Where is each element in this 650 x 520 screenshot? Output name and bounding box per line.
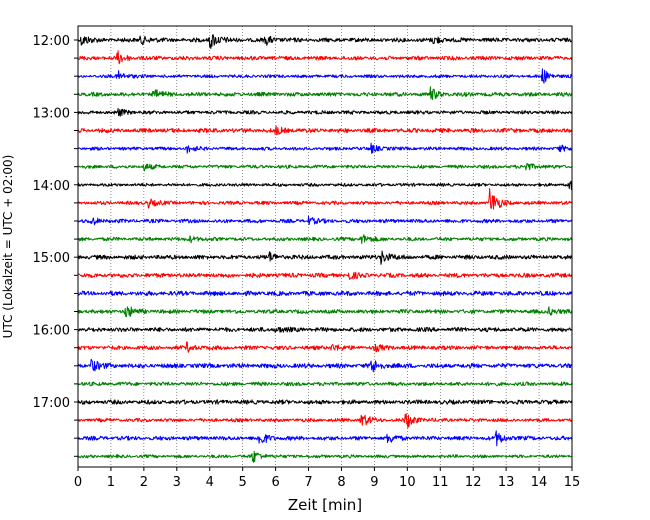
x-tick-label: 9 bbox=[370, 475, 378, 490]
trace-1430 bbox=[77, 215, 573, 226]
x-tick-label: 13 bbox=[498, 475, 515, 490]
x-tick-label: 10 bbox=[399, 475, 416, 490]
y-tick-label: 13:00 bbox=[33, 106, 70, 121]
trace-1445 bbox=[77, 234, 573, 245]
trace-1515 bbox=[77, 271, 573, 280]
trace-1500 bbox=[77, 250, 573, 265]
trace-1700 bbox=[77, 399, 573, 405]
y-tick-label: 14:00 bbox=[33, 179, 70, 194]
grid-lines bbox=[110, 26, 540, 467]
x-axis-ticks: 0 1 2 3 4 5 6 7 8 9 10 11 12 13 14 15 bbox=[74, 467, 580, 490]
trace-1600 bbox=[77, 326, 573, 333]
trace-1345 bbox=[77, 162, 573, 172]
x-tick-label: 6 bbox=[271, 475, 279, 490]
y-axis-ticks: 12:00 13:00 14:00 15:00 16:00 17:00 bbox=[33, 34, 78, 457]
x-tick-label: 15 bbox=[564, 475, 581, 490]
x-tick-label: 0 bbox=[74, 475, 82, 490]
trace-1245 bbox=[77, 86, 573, 101]
trace-1645 bbox=[77, 381, 573, 387]
x-tick-label: 3 bbox=[173, 475, 181, 490]
y-tick-label: 15:00 bbox=[33, 251, 70, 266]
trace-1330 bbox=[77, 142, 573, 154]
x-tick-label: 12 bbox=[465, 475, 482, 490]
trace-1715 bbox=[77, 413, 573, 429]
x-tick-label: 5 bbox=[239, 475, 247, 490]
x-tick-label: 11 bbox=[432, 475, 449, 490]
trace-1215 bbox=[77, 50, 573, 65]
trace-1200 bbox=[77, 34, 573, 49]
trace-1730 bbox=[77, 430, 573, 447]
x-tick-label: 14 bbox=[531, 475, 548, 490]
x-tick-label: 4 bbox=[206, 475, 214, 490]
trace-1615 bbox=[77, 341, 573, 353]
trace-1745 bbox=[77, 450, 573, 463]
seismic-traces bbox=[77, 34, 573, 463]
trace-1230 bbox=[77, 68, 573, 84]
trace-1315 bbox=[77, 125, 573, 136]
y-axis-label: UTC (Lokalzeit = UTC + 02:00) bbox=[1, 155, 15, 339]
x-axis-label: Zeit [min] bbox=[288, 496, 362, 514]
x-tick-label: 2 bbox=[140, 475, 148, 490]
trace-1530 bbox=[77, 290, 573, 297]
y-tick-label: 12:00 bbox=[33, 34, 70, 49]
y-tick-label: 16:00 bbox=[33, 324, 70, 339]
trace-1400 bbox=[77, 180, 573, 191]
x-tick-label: 1 bbox=[107, 475, 115, 490]
plot-frame bbox=[77, 25, 573, 468]
x-tick-label: 8 bbox=[337, 475, 345, 490]
x-tick-label: 7 bbox=[304, 475, 312, 490]
trace-1545 bbox=[77, 306, 573, 318]
trace-1300 bbox=[77, 107, 573, 117]
trace-1630 bbox=[77, 358, 573, 373]
y-tick-label: 17:00 bbox=[33, 396, 70, 411]
trace-1415 bbox=[77, 187, 573, 210]
